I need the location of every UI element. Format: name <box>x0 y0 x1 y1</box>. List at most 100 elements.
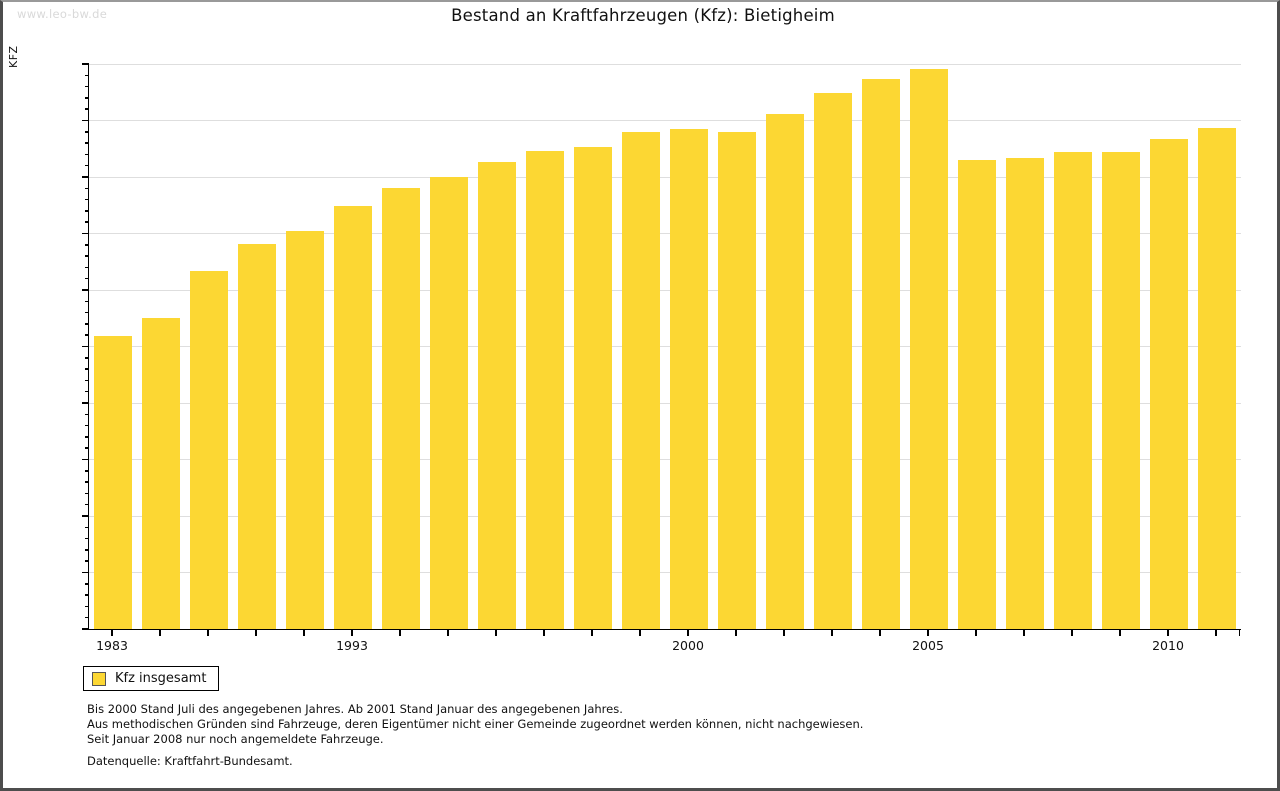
x-axis-tick <box>927 630 929 636</box>
bar[interactable] <box>237 244 277 629</box>
x-axis-tick-label: 1993 <box>336 638 368 653</box>
y-axis-tick <box>82 628 89 630</box>
bar[interactable] <box>1005 157 1045 629</box>
x-axis-tick-label: 2000 <box>672 638 704 653</box>
y-axis-tick <box>82 232 89 235</box>
x-axis-tick <box>1215 630 1217 636</box>
y-axis-minor-tick <box>85 244 89 246</box>
footnote-line: Aus methodischen Gründen sind Fahrzeuge,… <box>87 717 864 731</box>
plot-area: 0500100015002000250030003500400045005000 <box>82 63 1241 630</box>
footnote-line: Seit Januar 2008 nur noch angemeldete Fa… <box>87 732 384 746</box>
bar[interactable] <box>573 146 613 629</box>
gridline <box>89 459 1241 460</box>
y-axis-minor-tick <box>85 221 89 223</box>
y-axis-minor-tick <box>85 311 89 314</box>
y-axis-tick <box>82 571 89 574</box>
x-axis-tick <box>783 630 785 636</box>
bar[interactable] <box>93 336 133 629</box>
x-axis-tick <box>1071 630 1073 636</box>
bar[interactable] <box>477 161 517 629</box>
y-axis-minor-tick <box>85 142 89 144</box>
y-axis-minor-tick <box>85 526 89 529</box>
bar[interactable] <box>525 151 565 629</box>
y-axis-tick <box>82 458 89 461</box>
x-axis-tick <box>1167 630 1169 636</box>
y-axis-minor-tick <box>85 424 89 427</box>
y-axis-minor-tick <box>85 266 89 269</box>
y-axis-minor-tick <box>85 549 89 551</box>
bar[interactable] <box>765 114 805 629</box>
y-axis-minor-tick <box>85 255 89 257</box>
bar[interactable] <box>381 187 421 629</box>
y-axis-minor-tick <box>85 210 89 212</box>
y-axis-minor-tick <box>85 436 89 438</box>
legend-label: Kfz insgesamt <box>115 671 207 686</box>
bar[interactable] <box>957 159 997 629</box>
bar[interactable] <box>141 318 181 629</box>
chart-legend[interactable]: Kfz insgesamt <box>83 666 220 691</box>
y-axis-minor-tick <box>85 85 89 88</box>
bar[interactable] <box>1197 127 1237 629</box>
x-axis-tick <box>399 630 401 636</box>
y-axis-tick <box>82 289 89 291</box>
bar[interactable] <box>333 205 373 629</box>
x-axis-tick <box>1119 630 1121 636</box>
x-axis-tick <box>111 630 113 636</box>
bar[interactable] <box>1101 151 1141 629</box>
y-axis-minor-tick <box>85 368 89 370</box>
y-axis-tick <box>82 63 89 65</box>
bar[interactable] <box>621 132 661 629</box>
x-axis-tick <box>687 630 689 636</box>
y-axis-minor-tick <box>85 97 89 99</box>
y-axis-minor-tick <box>85 470 89 472</box>
bar[interactable] <box>285 230 325 629</box>
data-source: Datenquelle: Kraftfahrt-Bundesamt. <box>87 754 293 768</box>
bar[interactable] <box>1149 138 1189 629</box>
y-axis-minor-tick <box>85 583 89 585</box>
x-axis-tick <box>975 630 977 636</box>
y-axis-minor-tick <box>85 198 89 201</box>
y-axis-tick <box>82 176 89 178</box>
bar[interactable] <box>717 132 757 629</box>
gridline <box>89 176 1241 178</box>
y-axis-minor-tick <box>85 447 89 449</box>
y-axis-minor-tick <box>85 594 89 596</box>
gridline <box>89 289 1241 291</box>
footnote-line: Bis 2000 Stand Juli des angegebenen Jahr… <box>87 702 623 716</box>
y-axis-minor-tick <box>85 277 89 280</box>
x-axis-tick <box>159 630 161 636</box>
x-axis-tick <box>735 630 737 636</box>
bar[interactable] <box>429 177 469 629</box>
x-axis-tick <box>1238 630 1240 636</box>
x-axis-tick <box>207 630 209 636</box>
gridline <box>89 63 1241 65</box>
y-axis-minor-tick <box>85 153 89 156</box>
y-axis-minor-tick <box>85 390 89 393</box>
bar[interactable] <box>909 69 949 629</box>
x-axis-tick <box>303 630 305 636</box>
x-axis-tick <box>1023 630 1025 636</box>
gridline <box>89 402 1241 404</box>
y-axis-title: KFZ <box>7 45 20 68</box>
y-axis-minor-tick <box>85 379 89 382</box>
y-axis-minor-tick <box>85 413 89 416</box>
y-axis-minor-tick <box>85 323 89 325</box>
y-axis-minor-tick <box>85 537 89 540</box>
y-axis-minor-tick <box>85 357 89 359</box>
y-axis-minor-tick <box>85 164 89 167</box>
gridline <box>89 572 1241 573</box>
bar[interactable] <box>861 78 901 629</box>
x-axis-tick <box>879 630 881 636</box>
bar[interactable] <box>813 93 853 629</box>
legend-swatch-icon <box>92 671 106 686</box>
y-axis-minor-tick <box>85 560 89 562</box>
y-axis-tick <box>82 119 89 122</box>
x-axis-tick-label: 1983 <box>96 638 128 653</box>
y-axis-minor-tick <box>85 481 89 483</box>
y-axis-tick <box>82 345 89 348</box>
x-axis-tick-label: 2005 <box>912 638 944 653</box>
bar[interactable] <box>669 128 709 629</box>
bar[interactable] <box>1053 151 1093 629</box>
x-axis-tick <box>831 630 833 636</box>
bar[interactable] <box>189 270 229 629</box>
